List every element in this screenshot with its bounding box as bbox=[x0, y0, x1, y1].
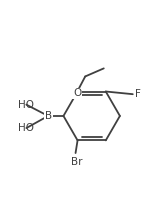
Text: O: O bbox=[73, 88, 81, 98]
Text: HO: HO bbox=[18, 100, 34, 110]
Text: F: F bbox=[135, 89, 141, 99]
Text: Br: Br bbox=[71, 157, 83, 167]
Text: HO: HO bbox=[18, 123, 34, 133]
Text: B: B bbox=[45, 111, 52, 121]
